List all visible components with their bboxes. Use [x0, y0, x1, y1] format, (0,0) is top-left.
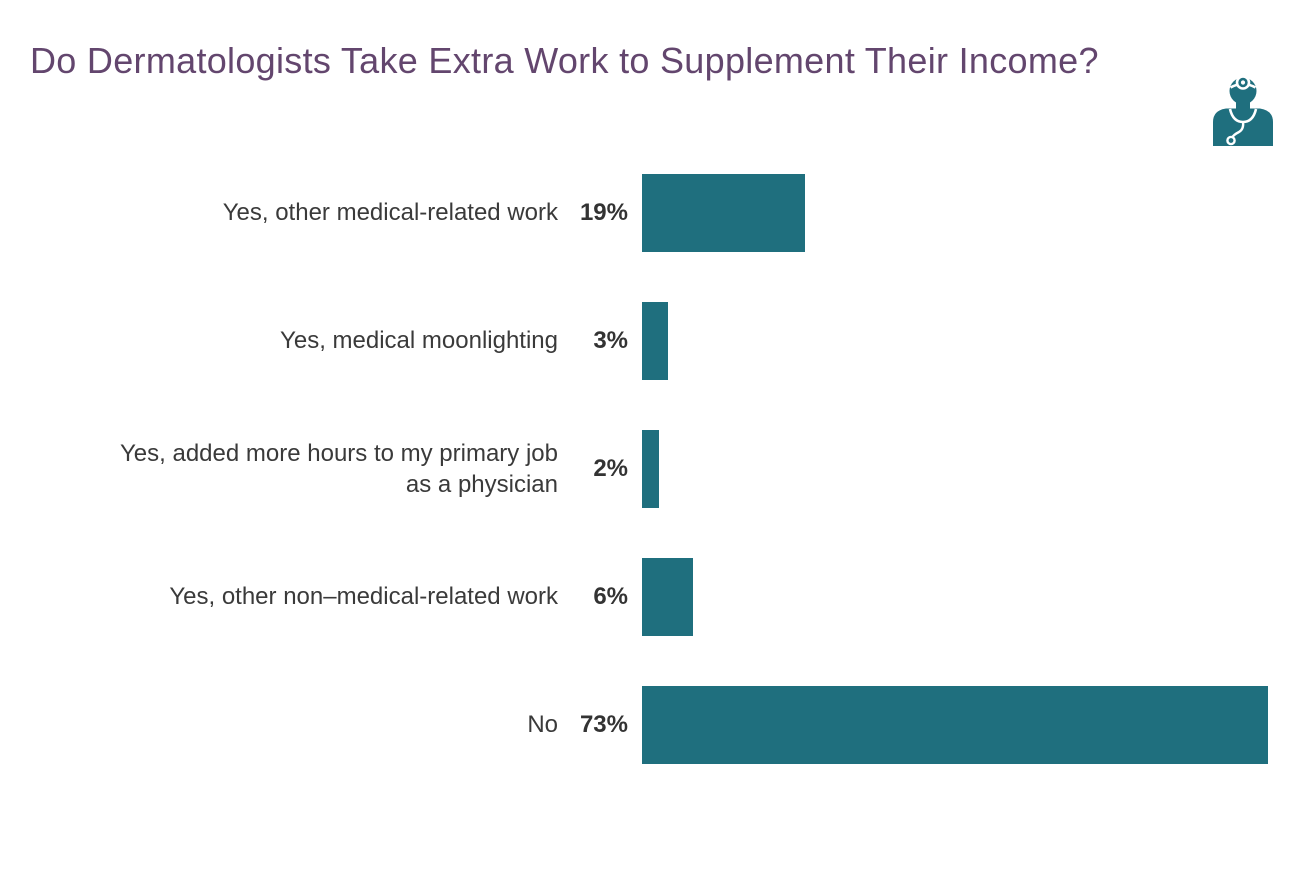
- bar-track: [642, 686, 1268, 764]
- category-label: Yes, other medical-related work: [222, 199, 558, 227]
- bar-track: [642, 430, 1268, 508]
- category-label: Yes, other non–medical-related work: [169, 583, 558, 611]
- bar: [642, 174, 805, 252]
- bar-row-other-medical-work: Yes, other medical-related work 19%: [0, 149, 1290, 277]
- bar: [642, 558, 694, 636]
- bar-track: [642, 174, 1268, 252]
- bar-row-medical-moonlighting: Yes, medical moonlighting 3%: [0, 277, 1290, 405]
- bar-track: [642, 302, 1268, 380]
- value-label: 3%: [593, 327, 628, 354]
- category-label: Yes, added more hours to my primary job …: [120, 439, 558, 498]
- page-title: Do Dermatologists Take Extra Work to Sup…: [30, 40, 1099, 82]
- category-label: No: [527, 711, 558, 739]
- bar: [642, 430, 660, 508]
- bar-row-added-hours-primary-job: Yes, added more hours to my primary job …: [0, 405, 1290, 533]
- bar: [642, 302, 668, 380]
- bar-chart: Yes, other medical-related work 19% Yes,…: [0, 149, 1290, 789]
- value-label: 6%: [593, 583, 628, 610]
- bar-track: [642, 558, 1268, 636]
- bar-row-other-non-medical-work: Yes, other non–medical-related work 6%: [0, 533, 1290, 661]
- category-label: Yes, medical moonlighting: [280, 327, 558, 355]
- value-label: 2%: [593, 455, 628, 482]
- bar: [642, 686, 1268, 764]
- value-label: 73%: [579, 711, 628, 738]
- doctor-icon: [1213, 75, 1273, 146]
- value-label: 19%: [579, 199, 628, 226]
- bar-row-no: No 73%: [0, 661, 1290, 789]
